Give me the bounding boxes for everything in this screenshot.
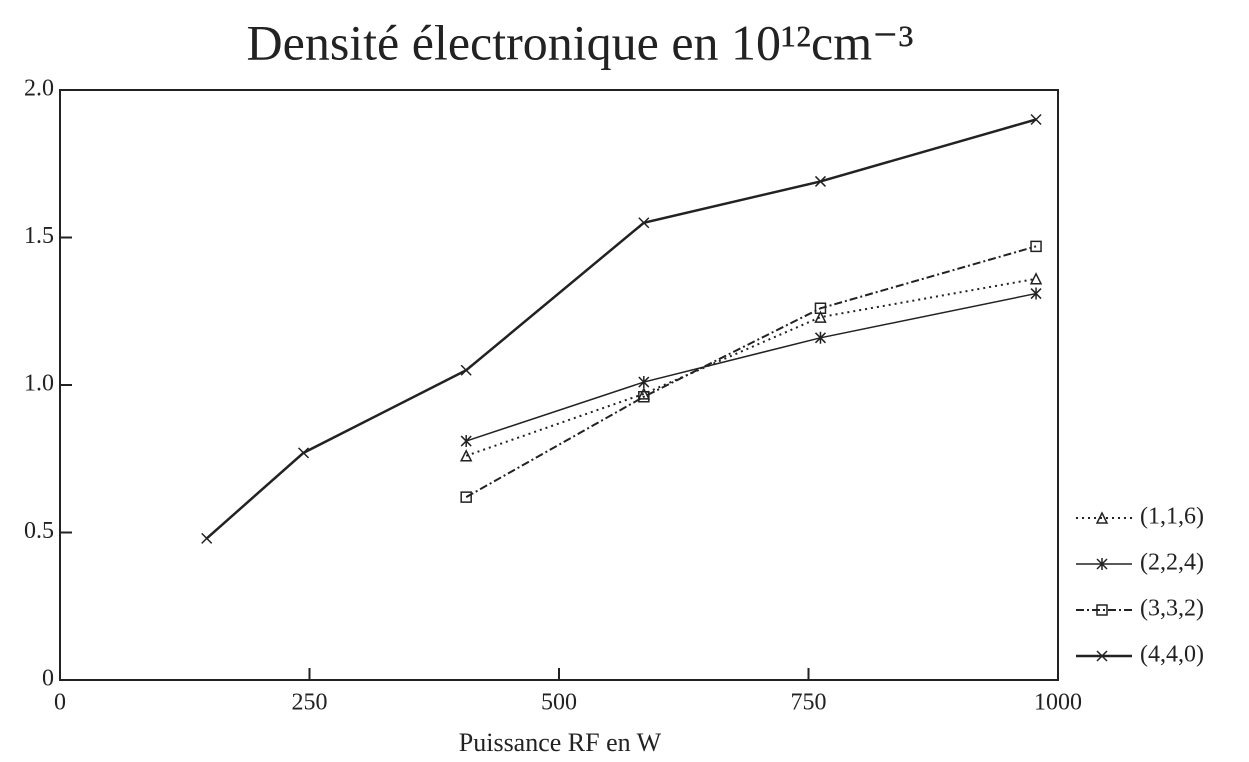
legend-label: (3,3,2) [1140,596,1204,622]
marker [637,387,651,400]
y-tick-label: 0.5 [24,518,54,544]
legend-label: (1,1,6) [1140,504,1204,530]
marker [814,175,827,187]
marker [1030,113,1042,126]
marker [814,331,827,344]
marker [1030,287,1042,300]
marker [1030,240,1042,253]
series-line [465,292,1037,442]
y-tick-label: 1.5 [24,223,54,249]
x-tick-label: 0 [54,690,66,716]
marker [638,376,650,389]
legend-marker [1096,604,1108,616]
marker [1029,272,1043,285]
chart-title: Densité électronique en 10¹²cm⁻³ [247,14,914,70]
legend-marker [1096,650,1108,662]
marker [814,310,827,323]
legend-marker [1096,558,1108,570]
x-tick-label: 500 [541,690,577,716]
legend-label: (4,4,0) [1140,642,1204,668]
y-tick-label: 1.0 [24,371,54,397]
legend-marker [1095,511,1109,524]
y-tick-label: 0 [42,666,54,692]
series-line [465,245,1037,498]
x-tick-label: 750 [791,690,827,716]
x-tick-label: 1000 [1034,690,1082,716]
marker [814,302,827,315]
legend-label: (2,2,4) [1140,550,1204,576]
marker [201,532,213,544]
marker [638,217,650,229]
marker [460,364,472,376]
marker [638,391,650,403]
x-tick-label: 250 [292,690,328,716]
plot-frame [59,89,1059,681]
marker [460,491,472,503]
x-axis-label: Puissance RF en W [459,728,662,757]
series-line [465,277,1037,457]
series-line [205,118,1037,540]
marker [297,447,310,459]
marker [459,449,473,462]
marker [460,435,472,448]
y-tick-label: 2.0 [24,76,54,102]
